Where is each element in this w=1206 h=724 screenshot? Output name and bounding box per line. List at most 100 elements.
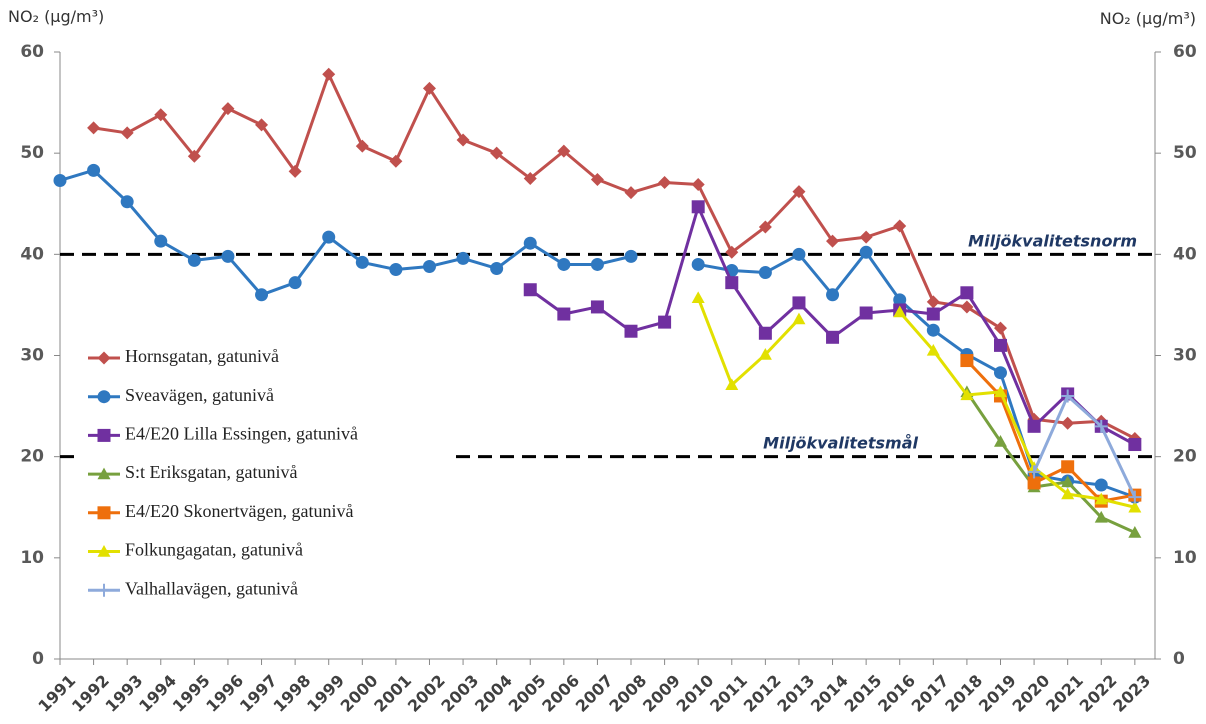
x-tick-label: 2020 (1008, 671, 1053, 716)
legend-label: Sveavägen, gatunivå (125, 385, 274, 405)
marker (523, 171, 537, 185)
y2-tick-label: 50 (1173, 143, 1197, 163)
marker (859, 245, 873, 259)
marker (120, 126, 134, 140)
marker (792, 247, 806, 261)
y-tick-label: 30 (20, 346, 44, 366)
marker (221, 249, 235, 263)
marker (826, 288, 840, 302)
x-tick-label: 1997 (236, 671, 281, 716)
marker (926, 323, 940, 337)
x-tick-label: 2021 (1042, 671, 1087, 716)
marker (557, 307, 571, 321)
marker (1094, 492, 1108, 505)
marker (859, 306, 873, 320)
marker (322, 230, 336, 244)
marker (960, 300, 974, 314)
reference-label: Miljökvalitetsnorm (968, 231, 1137, 250)
marker (792, 296, 806, 310)
y-axis-title: NO₂ (µg/m³) (8, 7, 104, 26)
marker (1128, 438, 1142, 452)
x-tick-label: 1993 (102, 671, 147, 716)
marker (389, 154, 403, 168)
marker (658, 176, 672, 190)
series-line (1032, 394, 1137, 498)
x-tick-label: 1995 (169, 671, 214, 716)
x-tick-label: 2006 (538, 671, 583, 716)
marker (490, 261, 504, 275)
x-tick-label: 2022 (1076, 671, 1121, 716)
marker (1094, 510, 1108, 523)
marker (1128, 490, 1142, 504)
marker (691, 291, 705, 304)
marker (826, 234, 840, 248)
x-tick-label: 2015 (841, 671, 886, 716)
x-tick-label: 1999 (303, 671, 348, 716)
x-tick-label: 2013 (773, 671, 818, 716)
marker (523, 236, 537, 250)
marker (758, 347, 772, 360)
marker (658, 315, 672, 329)
marker (97, 506, 111, 520)
marker (1061, 475, 1075, 488)
legend-label: Hornsgatan, gatunivå (125, 346, 279, 366)
marker (456, 133, 470, 147)
x-tick-label: 2012 (740, 671, 785, 716)
marker (255, 118, 269, 132)
marker (691, 178, 705, 192)
marker (926, 307, 940, 321)
marker (97, 583, 111, 597)
x-tick-label: 2003 (437, 671, 482, 716)
x-tick-label: 2007 (572, 671, 617, 716)
marker (926, 343, 940, 356)
x-tick-label: 2009 (639, 671, 684, 716)
marker (993, 366, 1007, 380)
marker (288, 164, 302, 178)
x-tick-label: 2011 (706, 671, 751, 716)
y-tick-label: 60 (20, 42, 44, 62)
x-tick-label: 1994 (135, 671, 180, 716)
marker (456, 251, 470, 265)
x-tick-label: 2000 (337, 671, 382, 716)
y2-tick-label: 60 (1173, 42, 1197, 62)
x-tick-label: 2014 (807, 671, 852, 716)
reference-label: Miljökvalitetsmål (763, 434, 918, 453)
marker (557, 144, 571, 158)
x-tick-label: 2004 (471, 671, 516, 716)
marker (725, 245, 739, 259)
y-tick-label: 50 (20, 143, 44, 163)
marker (758, 326, 772, 340)
marker (97, 390, 111, 404)
marker (960, 286, 974, 300)
marker (792, 312, 806, 325)
legend-label: Valhallavägen, gatunivå (125, 578, 298, 598)
marker (1128, 500, 1142, 513)
marker (87, 163, 101, 177)
marker (960, 388, 974, 401)
marker (826, 330, 840, 344)
marker (557, 257, 571, 271)
x-tick-label: 1998 (270, 671, 315, 716)
marker (1061, 460, 1075, 474)
legend-label: E4/E20 Lilla Essingen, gatunivå (125, 424, 358, 444)
marker (993, 434, 1007, 447)
x-tick-label: 2001 (370, 671, 415, 716)
x-tick-label: 2019 (975, 671, 1020, 716)
x-tick-label: 2018 (941, 671, 986, 716)
marker (792, 185, 806, 199)
series-line (965, 391, 1136, 534)
x-tick-label: 2010 (673, 671, 718, 716)
marker (590, 172, 604, 186)
marker (154, 234, 168, 248)
marker (87, 121, 101, 135)
marker (422, 259, 436, 273)
y-tick-label: 10 (20, 548, 44, 568)
marker (523, 283, 537, 297)
marker (758, 220, 772, 234)
marker (993, 321, 1007, 335)
x-tick-label: 2008 (605, 671, 650, 716)
marker (993, 338, 1007, 352)
marker (1061, 487, 1075, 500)
legend-label: Folkungagatan, gatunivå (125, 540, 303, 560)
